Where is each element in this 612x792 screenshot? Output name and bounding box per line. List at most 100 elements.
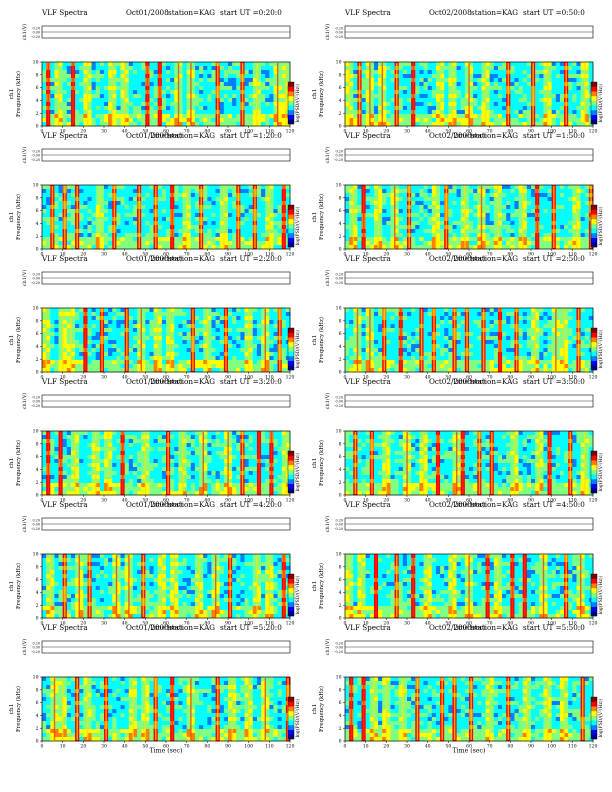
heatmap-cell (261, 98, 266, 103)
heatmap-cell (373, 245, 379, 250)
heatmap-cell (386, 74, 391, 79)
heatmap-cell (108, 102, 113, 107)
heatmap-cell (75, 340, 80, 345)
heatmap-cell (502, 94, 507, 99)
heatmap-cell (514, 229, 519, 234)
heatmap-cell (104, 320, 109, 325)
heatmap-cell (54, 316, 59, 321)
heatmap-cell (440, 90, 445, 95)
heatmap-cell (547, 106, 552, 111)
heatmap-cell (373, 106, 379, 111)
heatmap-cell (497, 245, 503, 250)
heatmap-cell (199, 320, 204, 325)
heatmap-cell (124, 189, 130, 194)
heatmap-cell (584, 114, 590, 119)
heatmap-cell (248, 102, 254, 107)
heatmap-cell (485, 90, 490, 95)
heatmap-cell (174, 90, 179, 95)
heatmap-cell (91, 118, 97, 123)
burst-mark (268, 186, 271, 248)
heatmap-cell (66, 189, 72, 194)
heatmap-cell (518, 201, 524, 206)
heatmap-cell (149, 86, 154, 91)
heatmap-cell (42, 193, 47, 198)
heatmap-cell (120, 205, 125, 210)
heatmap-cell (223, 82, 229, 87)
heatmap-cell (99, 70, 105, 75)
heatmap-cell (219, 237, 225, 242)
heatmap-cell (104, 352, 109, 357)
heatmap-cell (269, 217, 274, 222)
heatmap-cell (244, 193, 249, 198)
heatmap-cell (349, 102, 354, 107)
heatmap-cell (83, 233, 88, 238)
heatmap-cell (256, 229, 262, 234)
heatmap-cell (95, 356, 101, 361)
heatmap-cell (104, 185, 109, 190)
heatmap-cell (79, 352, 84, 357)
heatmap-cell (469, 122, 474, 127)
x-tick-label: 60 (163, 128, 169, 134)
heatmap-cell (137, 94, 142, 99)
heatmap-cell (273, 320, 278, 325)
heatmap-cell (485, 193, 490, 198)
heatmap-cell (518, 118, 524, 123)
colorbar-frame (287, 204, 295, 248)
heatmap-cell (252, 352, 258, 357)
heatmap-cell (153, 340, 159, 345)
heatmap-cell (223, 110, 229, 115)
heatmap-cell (132, 90, 138, 95)
heatmap-cell (91, 328, 97, 333)
heatmap-cell (497, 114, 503, 119)
heatmap-cell (211, 320, 216, 325)
heatmap-cell (281, 114, 287, 119)
heatmap-cell (54, 189, 59, 194)
heatmap-cell (390, 185, 395, 190)
heatmap-cell (66, 197, 72, 202)
heatmap-cell (265, 82, 270, 87)
heatmap-cell (353, 241, 358, 246)
heatmap-cell (132, 344, 138, 349)
heatmap-cell (232, 102, 237, 107)
heatmap-cell (506, 241, 511, 246)
heatmap-cell (42, 201, 47, 206)
heatmap-cell (349, 213, 354, 218)
heatmap-cell (448, 66, 453, 71)
heatmap-cell (390, 201, 395, 206)
heatmap-cell (178, 70, 183, 75)
colorbar-label: log(PSD/(V²/Hz)) (597, 83, 604, 122)
heatmap-cell (104, 217, 109, 222)
heatmap-cell (456, 241, 462, 246)
heatmap-cell (448, 213, 453, 218)
heatmap-cell (232, 221, 237, 226)
heatmap-cell (219, 102, 225, 107)
heatmap-cell (506, 221, 511, 226)
heatmap-cell (116, 94, 121, 99)
heatmap-cell (378, 189, 383, 194)
heatmap-cell (477, 118, 482, 123)
heatmap-cell (506, 209, 511, 214)
heatmap-cell (539, 74, 544, 79)
heatmap-cell (256, 356, 262, 361)
heatmap-cell (58, 86, 63, 91)
heatmap-cell (386, 201, 391, 206)
heatmap-cell (477, 217, 482, 222)
heatmap-cell (361, 122, 366, 127)
heatmap-cell (365, 98, 371, 103)
heatmap-cell (120, 221, 125, 226)
heatmap-cell (349, 82, 354, 87)
heatmap-cell (62, 348, 68, 353)
heatmap-cell (345, 193, 350, 198)
heatmap-cell (588, 78, 594, 83)
heatmap-cell (261, 320, 266, 325)
heatmap-cell (460, 233, 466, 238)
heatmap-cell (244, 189, 249, 194)
heatmap-cell (353, 114, 358, 119)
heatmap-cell (382, 221, 387, 226)
heatmap-cell (42, 241, 47, 246)
heatmap-cell (244, 118, 249, 123)
heatmap-cell (50, 106, 55, 111)
heatmap-cell (394, 197, 400, 202)
heatmap-cell (469, 189, 474, 194)
heatmap-cell (174, 225, 179, 230)
